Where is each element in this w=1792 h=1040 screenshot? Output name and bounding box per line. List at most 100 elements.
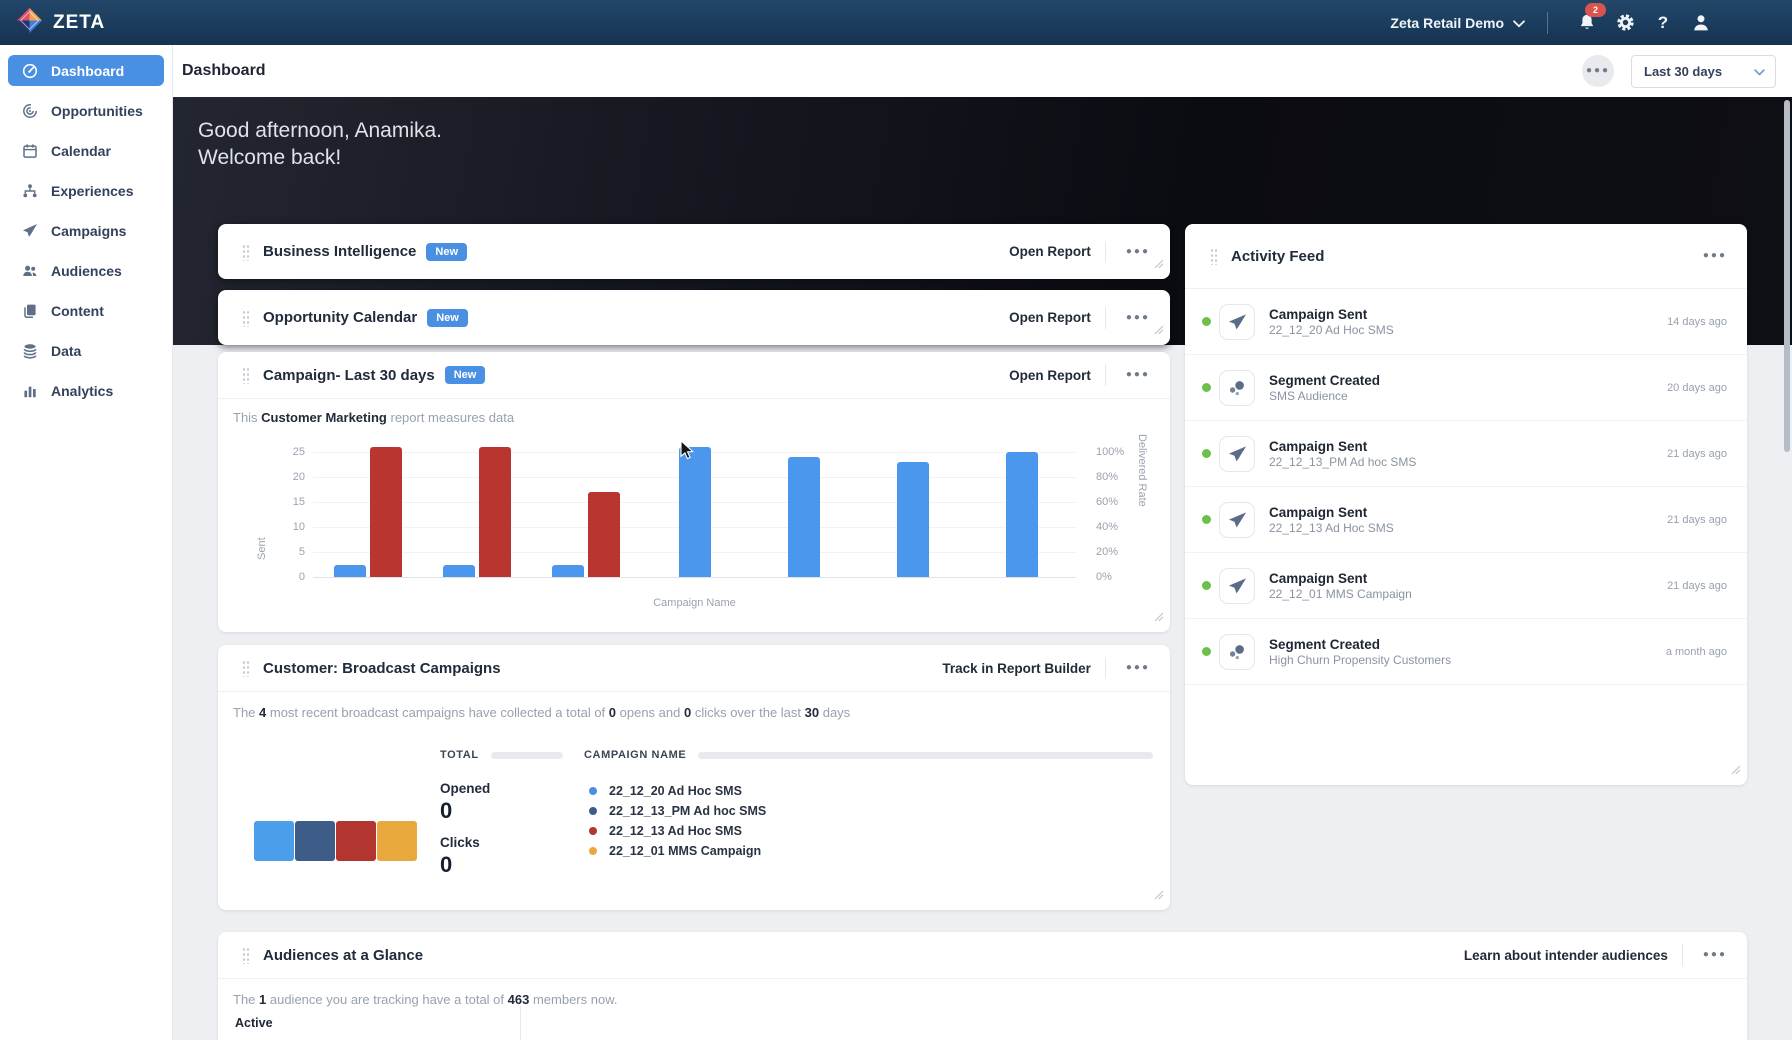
track-in-report-builder-button[interactable]: Track in Report Builder — [942, 660, 1091, 676]
resize-handle-icon[interactable] — [1152, 609, 1164, 627]
y-axis-tick-right: 100% — [1096, 446, 1125, 458]
header-divider — [1104, 364, 1106, 386]
header-divider — [1681, 944, 1683, 966]
header-divider — [1104, 306, 1106, 329]
segment-created-icon — [1219, 633, 1255, 670]
audiences-divider — [520, 1006, 521, 1040]
account-switcher[interactable]: Zeta Retail Demo — [1390, 15, 1525, 31]
sidebar-item-label: Data — [51, 342, 82, 359]
sidebar-item-calendar[interactable]: Calendar — [8, 135, 164, 166]
open-report-button[interactable]: Open Report — [1009, 310, 1091, 325]
open-report-button[interactable]: Open Report — [1009, 244, 1091, 259]
y-axis-tick-right: 40% — [1096, 521, 1119, 533]
legend-dot — [589, 807, 597, 815]
notifications-button[interactable]: 2 — [1576, 2, 1606, 34]
drag-handle[interactable] — [1210, 247, 1217, 265]
activity-title: Campaign Sent — [1269, 306, 1368, 322]
activity-subtitle: 22_12_01 MMS Campaign — [1269, 586, 1412, 601]
activity-timestamp: 21 days ago — [1667, 513, 1727, 526]
audiences-summary: The 1 audience you are tracking have a t… — [233, 992, 618, 1007]
y-axis-tick-right: 0% — [1096, 571, 1112, 583]
broadcast-summary: The 4 most recent broadcast campaigns ha… — [233, 705, 851, 720]
header-divider — [1104, 240, 1106, 263]
card-more-button[interactable]: ●●● — [1702, 949, 1727, 960]
activity-feed-item[interactable]: Segment Created High Churn Propensity Cus… — [1185, 619, 1747, 685]
opportunity-calendar-card: Opportunity Calendar New Open Report ●●● — [218, 290, 1170, 345]
card-header: Opportunity Calendar New Open Report ●●● — [218, 290, 1170, 345]
sidebar-item-label: Audiences — [51, 262, 122, 279]
campaign-sent-icon — [1219, 435, 1255, 472]
sidebar-item-analytics[interactable]: Analytics — [8, 375, 164, 406]
chart-bar-sent_red — [369, 447, 402, 577]
activity-timestamp: 20 days ago — [1667, 381, 1727, 394]
status-dot — [1202, 383, 1211, 392]
resize-handle-icon[interactable] — [1729, 762, 1741, 780]
sidebar-item-experiences[interactable]: Experiences — [8, 175, 164, 206]
card-more-button[interactable]: ●●● — [1125, 662, 1150, 673]
card-more-button[interactable]: ●●● — [1702, 250, 1727, 261]
activity-title: Campaign Sent — [1269, 570, 1368, 586]
drag-handle[interactable] — [242, 242, 249, 261]
drag-handle[interactable] — [242, 366, 249, 384]
sidebar-item-label: Calendar — [51, 142, 111, 159]
audiences-at-a-glance-card: Audiences at a Glance Learn about intend… — [218, 932, 1747, 1040]
header-divider — [1104, 657, 1106, 679]
campaign-swatch — [377, 821, 417, 861]
card-more-button[interactable]: ●●● — [1125, 245, 1150, 257]
page-title: Dashboard — [182, 62, 266, 79]
header-controls: ●●● Last 30 days — [1582, 54, 1776, 88]
campaign-sent-icon — [1219, 567, 1255, 604]
resize-handle-icon[interactable] — [1152, 887, 1164, 905]
campaign-swatch — [336, 821, 376, 861]
activity-feed-item[interactable]: Campaign Sent 22_12_13_PM Ad hoc SMS 21 da… — [1185, 421, 1747, 487]
settings-button[interactable] — [1614, 12, 1636, 34]
sidebar-item-campaigns[interactable]: Campaigns — [8, 215, 164, 246]
profile-button[interactable] — [1690, 12, 1712, 34]
card-more-button[interactable]: ●●● — [1125, 311, 1150, 323]
help-button[interactable]: ? — [1652, 12, 1674, 34]
activity-feed-item[interactable]: Campaign Sent 22_12_20 Ad Hoc SMS 14 days … — [1185, 289, 1747, 355]
campaign-last-30-days-card: Campaign- Last 30 days New Open Report ●… — [218, 352, 1170, 632]
new-badge: New — [426, 242, 468, 261]
chart-bar-sent_blue — [678, 447, 711, 577]
activity-subtitle: 22_12_20 Ad Hoc SMS — [1269, 322, 1394, 337]
activity-timestamp: 21 days ago — [1667, 579, 1727, 592]
activity-feed-item[interactable]: Campaign Sent 22_12_01 MMS Campaign 21 day… — [1185, 553, 1747, 619]
open-report-button[interactable]: Open Report — [1009, 367, 1091, 383]
page-more-button[interactable]: ●●● — [1582, 55, 1614, 87]
sidebar-item-audiences[interactable]: Audiences — [8, 255, 164, 286]
card-header: Customer: Broadcast Campaigns Track in R… — [218, 645, 1170, 692]
activity-feed-item[interactable]: Campaign Sent 22_12_13 Ad Hoc SMS 21 days … — [1185, 487, 1747, 553]
sidebar-item-label: Experiences — [51, 182, 134, 199]
drag-handle[interactable] — [242, 308, 249, 327]
clicks-value: 0 — [440, 852, 453, 877]
sidebar-item-label: Analytics — [51, 382, 114, 399]
target-icon — [22, 103, 38, 119]
sidebar-item-dashboard[interactable]: Dashboard — [8, 55, 164, 86]
chart-bar-sent_red — [478, 447, 511, 577]
page-scrollbar[interactable] — [1784, 100, 1790, 452]
sidebar-item-opportunities[interactable]: Opportunities — [8, 95, 164, 126]
card-more-button[interactable]: ●●● — [1125, 369, 1150, 380]
legend-item: 22_12_20 Ad Hoc SMS — [589, 781, 766, 801]
sidebar-item-data[interactable]: Data — [8, 335, 164, 366]
bar-chart-icon — [22, 383, 38, 399]
drag-handle[interactable] — [242, 659, 249, 677]
chart-bar-sent_blue — [896, 462, 929, 577]
chart-gridline — [313, 577, 1076, 578]
business-intelligence-card: Business Intelligence New Open Report ●●… — [218, 224, 1170, 279]
y-axis-tick-left: 10 — [292, 521, 305, 533]
card-title: Campaign- Last 30 days — [263, 366, 435, 384]
sidebar-item-content[interactable]: Content — [8, 295, 164, 326]
drag-handle[interactable] — [242, 946, 249, 964]
date-range-value: Last 30 days — [1644, 63, 1723, 79]
date-range-select[interactable]: Last 30 days — [1631, 54, 1776, 88]
zeta-logo[interactable]: ZETA — [16, 7, 105, 39]
resize-handle-icon[interactable] — [1152, 256, 1164, 274]
learn-about-intender-audiences-link[interactable]: Learn about intender audiences — [1463, 947, 1668, 963]
resize-handle-icon[interactable] — [1152, 322, 1164, 340]
new-badge: New — [427, 308, 468, 327]
activity-feed-item[interactable]: Segment Created SMS Audience 20 days ago — [1185, 355, 1747, 421]
activity-feed-card: Activity Feed ●●● Campaign Sent 22_12_20 … — [1185, 224, 1747, 785]
welcome-line-1: Good afternoon, Anamika. — [198, 119, 442, 142]
